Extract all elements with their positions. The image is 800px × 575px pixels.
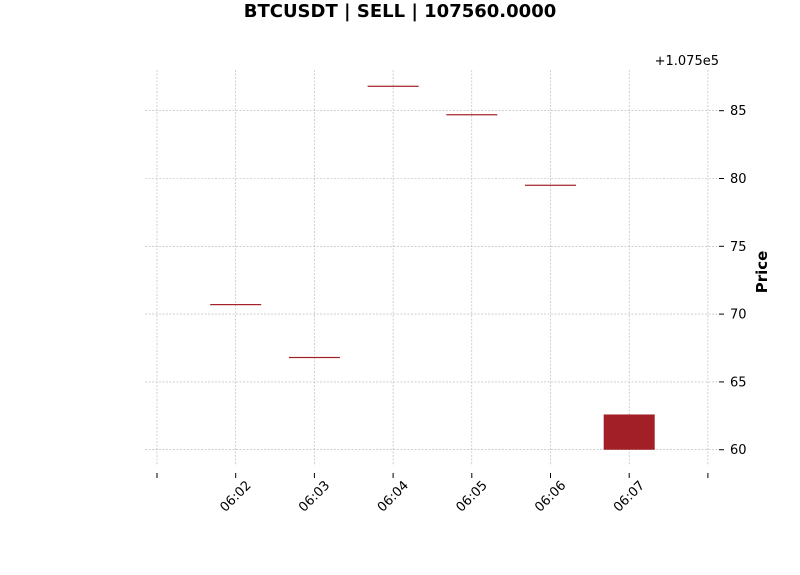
y-tick-label: 85	[730, 104, 747, 119]
grid-lines	[145, 70, 719, 466]
y-tick-label: 80	[730, 172, 747, 187]
x-tick-label: 06:06	[532, 478, 569, 515]
y-axis-offset-label: +1.075e5	[655, 54, 719, 69]
x-tick-label: 06:05	[454, 478, 491, 515]
y-tick-label: 60	[730, 443, 747, 458]
x-axis: 06:02 06:03 06:04 06:05 06:06 06:07	[156, 473, 709, 515]
candle-body	[603, 414, 655, 450]
candle-body	[446, 114, 498, 116]
x-tick-label: 06:03	[296, 478, 333, 515]
y-tick-label: 75	[730, 240, 747, 255]
candle-body	[525, 184, 576, 186]
y-tick-label: 70	[730, 308, 747, 323]
y-tick-label: 65	[730, 375, 747, 390]
y-axis: 60 65 70 75 80 85	[719, 104, 747, 458]
x-tick-label: 06:04	[375, 478, 412, 515]
y-axis-title: Price	[753, 251, 771, 294]
candle-body	[288, 356, 340, 359]
candle-body	[367, 85, 419, 87]
candles	[210, 85, 655, 450]
candle-body	[210, 304, 262, 306]
x-tick-label: 06:02	[217, 478, 254, 515]
chart-title: BTCUSDT | SELL | 107560.0000	[244, 1, 557, 22]
x-tick-label: 06:07	[611, 478, 648, 515]
